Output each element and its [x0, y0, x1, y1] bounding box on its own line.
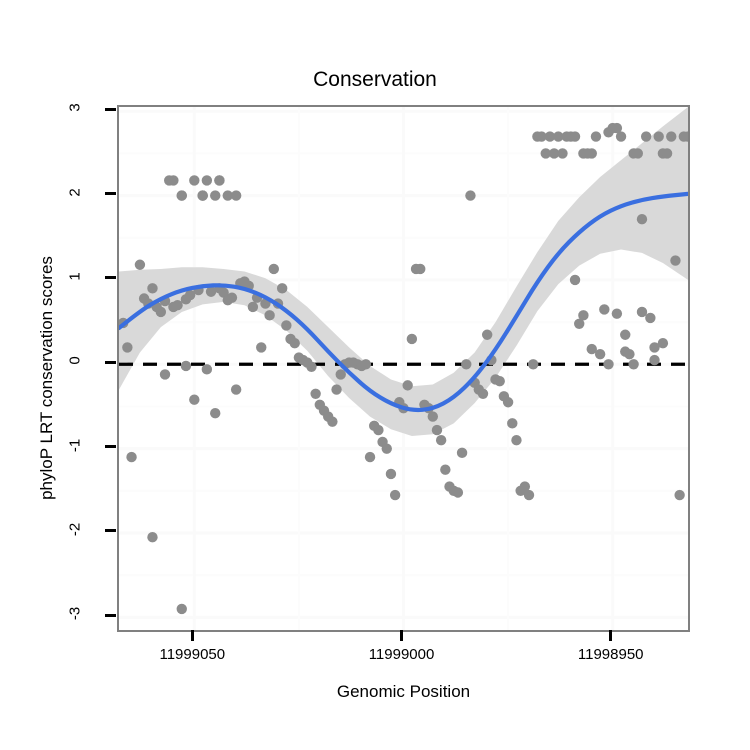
- y-tick-label: 2: [66, 187, 84, 197]
- y-tick-mark: [105, 613, 116, 617]
- plot-canvas: [119, 107, 688, 630]
- confidence-band: [119, 107, 688, 436]
- y-tick-mark: [105, 445, 116, 449]
- y-tick-mark: [105, 192, 116, 196]
- y-tick-label: 0: [66, 356, 84, 365]
- y-tick-mark: [105, 276, 116, 280]
- smooth-trend-line: [119, 191, 688, 413]
- x-tick-mark: [190, 630, 194, 641]
- y-tick-mark: [105, 360, 116, 364]
- chart-title: Conservation: [313, 68, 437, 91]
- y-axis-title: phyloP LRT conservation scores: [37, 256, 56, 500]
- scatter-points: [119, 122, 688, 615]
- y-tick-label: -2: [66, 522, 84, 537]
- y-tick-label: -3: [66, 607, 84, 621]
- x-tick-label: 11998950: [577, 646, 644, 663]
- y-tick-mark: [105, 107, 116, 111]
- x-tick-label: 11999050: [159, 646, 226, 663]
- x-tick-mark: [400, 630, 403, 641]
- x-tick-mark: [609, 630, 613, 641]
- y-tick-label: 1: [66, 272, 84, 281]
- x-axis-title: Genomic Position: [336, 682, 471, 701]
- y-tick-label: 3: [66, 103, 84, 112]
- y-tick-label: -1: [66, 438, 84, 452]
- y-tick-mark: [105, 529, 116, 533]
- x-tick-label: 11999000: [368, 646, 435, 663]
- plot-area: [117, 105, 690, 632]
